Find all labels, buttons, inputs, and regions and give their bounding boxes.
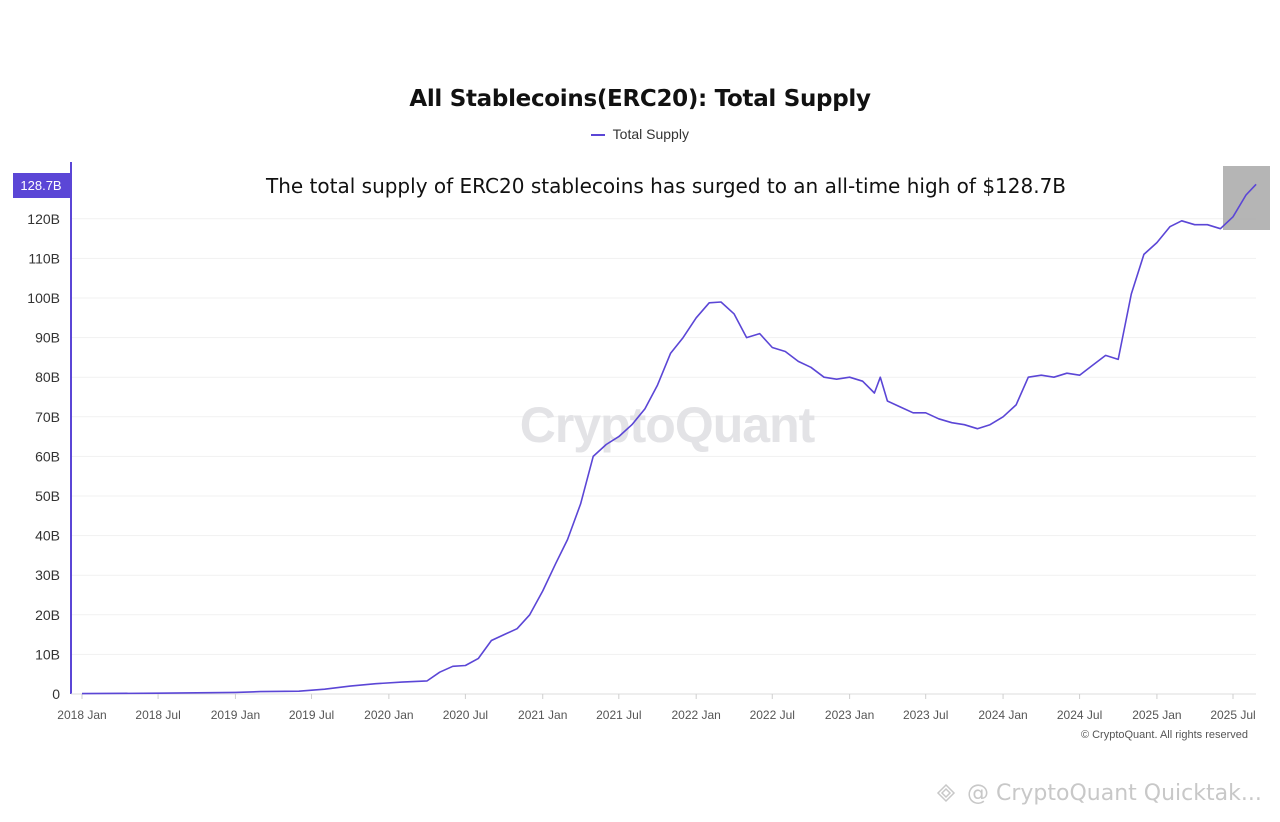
x-tick-label: 2022 Jan	[671, 708, 720, 722]
y-tick-label: 20B	[35, 607, 60, 623]
x-tick-label: 2024 Jan	[978, 708, 1027, 722]
y-tick-label: 10B	[35, 646, 60, 662]
last-value-badge: 128.7B	[13, 173, 70, 198]
legend-label: Total Supply	[612, 126, 689, 142]
y-tick-label: 120B	[27, 211, 60, 227]
x-tick-label: 2021 Jul	[596, 708, 641, 722]
x-tick-label: 2022 Jul	[750, 708, 795, 722]
x-tick-label: 2024 Jul	[1057, 708, 1102, 722]
x-tick-label: 2023 Jul	[903, 708, 948, 722]
copyright-notice: © CryptoQuant. All rights reserved	[1080, 729, 1248, 741]
x-axis-ticks: 2018 Jan 2018 Jul 2019 Jan 2019 Jul 2020 Jan…	[57, 694, 1256, 722]
x-tick-label: 2018 Jan	[57, 708, 106, 722]
gridlines	[72, 218, 1256, 655]
series-line-total-supply[interactable]	[81, 183, 1257, 695]
x-tick-label: 2020 Jul	[443, 708, 488, 722]
legend[interactable]: Total Supply	[0, 126, 1280, 142]
x-tick-label: 2018 Jul	[135, 708, 180, 722]
y-tick-label: 90B	[35, 330, 60, 346]
x-tick-label: 2019 Jan	[211, 708, 260, 722]
footer-watermark: @ CryptoQuant Quicktak...	[936, 781, 1262, 806]
y-tick-label: 110B	[28, 250, 60, 266]
x-tick-label: 2021 Jan	[518, 708, 567, 722]
y-axis-ticks: 0 10B 20B 30B 40B 50B 60B 70B 80B 90B 100B 110B 120B	[27, 211, 60, 702]
legend-swatch	[591, 134, 606, 137]
last-value-label: 128.7B	[20, 178, 61, 193]
diamond-logo-icon	[936, 783, 956, 803]
y-tick-label: 80B	[35, 369, 60, 385]
x-tick-label: 2025 Jul	[1210, 708, 1255, 722]
x-tick-label: 2023 Jan	[825, 708, 874, 722]
y-tick-label: 70B	[35, 409, 60, 425]
footer-watermark-text: @ CryptoQuant Quicktak...	[967, 781, 1262, 806]
y-tick-label: 0	[52, 686, 60, 702]
x-tick-label: 2019 Jul	[289, 708, 334, 722]
y-tick-label: 30B	[35, 567, 60, 583]
y-tick-label: 50B	[35, 488, 60, 504]
chart-annotation: The total supply of ERC20 stablecoins ha…	[266, 174, 1067, 198]
y-tick-label: 60B	[35, 448, 60, 464]
y-tick-label: 40B	[35, 528, 60, 544]
chart-title: All Stablecoins(ERC20): Total Supply	[409, 86, 871, 112]
y-tick-label: 100B	[27, 290, 60, 306]
x-tick-label: 2025 Jan	[1132, 708, 1181, 722]
watermark: CryptoQuant	[520, 397, 816, 453]
x-tick-label: 2020 Jan	[364, 708, 413, 722]
